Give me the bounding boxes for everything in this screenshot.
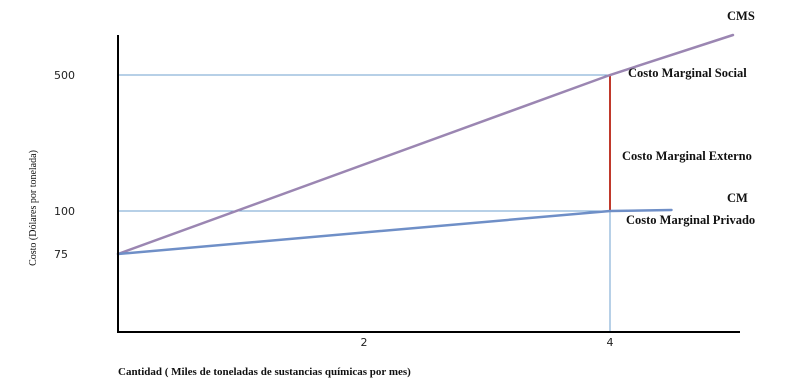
annotation-private-cost: Costo Marginal Privado (626, 213, 755, 227)
y-tick-label-500: 500 (54, 69, 75, 82)
y-tick-label-75: 75 (54, 248, 68, 261)
series-line-cm (116, 208, 673, 256)
y-axis-title: Costo (Dólares por tonelada) (28, 150, 39, 266)
x-tick-label-4: 4 (607, 336, 614, 349)
x-tick-label-2: 2 (361, 336, 368, 349)
series-line-cms (116, 33, 735, 256)
series-label-cm: CM (727, 191, 748, 205)
y-tick-label-100: 100 (54, 205, 75, 218)
annotation-external-cost: Costo Marginal Externo (622, 149, 752, 163)
x-axis-title: Cantidad ( Miles de toneladas de sustanc… (118, 366, 411, 378)
series-label-cms: CMS (727, 9, 755, 23)
annotation-social-cost: Costo Marginal Social (628, 66, 747, 80)
